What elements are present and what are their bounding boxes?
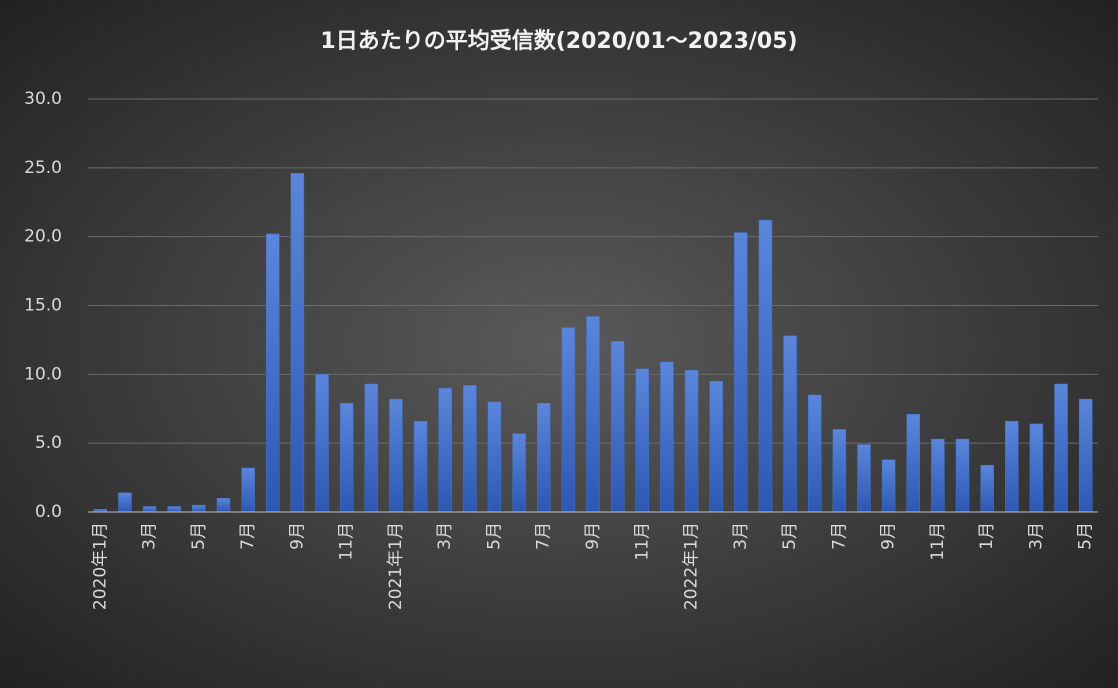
bar (438, 387, 452, 513)
bar (734, 232, 748, 513)
x-tick-label: 9月 (879, 522, 899, 550)
bar (339, 402, 354, 513)
bar (709, 380, 723, 513)
x-tick-label: 2020年1月 (90, 522, 110, 610)
y-tick-label: 15.0 (24, 296, 62, 316)
x-tick-label: 2022年1月 (682, 522, 702, 610)
x-tick-label: 3月 (140, 522, 160, 550)
x-tick-label: 11月 (337, 522, 357, 561)
bar (635, 368, 650, 513)
bar (512, 433, 526, 513)
bar (1054, 383, 1068, 513)
bar (1078, 398, 1093, 513)
y-tick-label: 10.0 (24, 364, 62, 384)
bar (684, 369, 699, 513)
x-tick-label: 2021年1月 (386, 522, 406, 610)
x-tick-label: 7月 (238, 522, 258, 550)
bar (660, 361, 674, 513)
bar (980, 464, 994, 513)
bar (290, 173, 305, 513)
x-tick-label: 5月 (780, 522, 800, 550)
y-tick-label: 0.0 (35, 502, 62, 522)
bar (955, 438, 970, 513)
bar (931, 438, 945, 513)
y-tick-label: 20.0 (24, 227, 62, 247)
bar (783, 335, 797, 513)
bar (364, 383, 379, 513)
bar (389, 398, 403, 513)
y-tick-label: 5.0 (35, 433, 62, 453)
bar (857, 444, 871, 513)
bar (758, 219, 773, 513)
x-tick-label: 7月 (829, 522, 849, 550)
x-tick-label: 3月 (1026, 522, 1046, 550)
bar (881, 459, 896, 513)
x-tick-label: 7月 (534, 522, 554, 550)
x-tick-label: 11月 (632, 522, 652, 561)
bar (216, 497, 231, 513)
bar (536, 402, 551, 513)
x-tick-label: 9月 (287, 522, 307, 550)
x-tick-label: 5月 (1076, 522, 1096, 550)
bar (192, 504, 206, 513)
bar (463, 385, 477, 513)
bar (807, 394, 822, 513)
x-tick-label: 9月 (583, 522, 603, 550)
bar (241, 467, 255, 513)
y-tick-label: 30.0 (24, 89, 62, 109)
x-tick-label: 5月 (484, 522, 504, 550)
bar (487, 401, 502, 513)
bar (118, 492, 132, 513)
bar (266, 233, 280, 513)
bar (610, 341, 625, 513)
bar (1005, 420, 1019, 513)
x-tick-label: 3月 (731, 522, 751, 550)
x-tick-label: 11月 (928, 522, 948, 561)
x-tick-label: 5月 (189, 522, 209, 550)
bar (413, 420, 428, 513)
x-tick-label: 1月 (977, 522, 997, 550)
bar (142, 506, 157, 513)
chart-title: 1日あたりの平均受信数(2020/01～2023/05) (320, 28, 797, 54)
x-tick-label: 3月 (435, 522, 455, 550)
bar (832, 429, 847, 513)
bar (561, 327, 576, 513)
bar (1029, 423, 1044, 513)
y-tick-label: 25.0 (24, 158, 62, 178)
bar (167, 506, 181, 513)
bar (315, 374, 329, 513)
bar (586, 316, 600, 513)
bar (906, 414, 920, 513)
